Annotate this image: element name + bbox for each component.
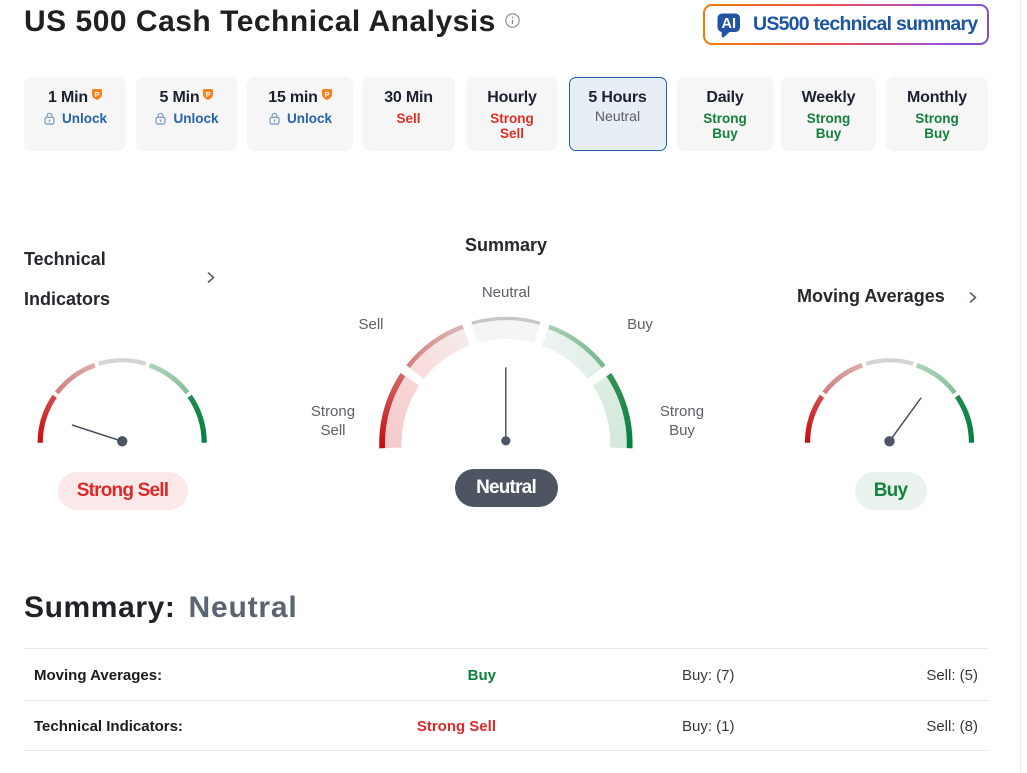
svg-text:P: P xyxy=(324,90,329,99)
svg-text:P: P xyxy=(95,90,100,99)
svg-text:AI: AI xyxy=(722,16,737,32)
svg-text:P: P xyxy=(206,90,211,99)
